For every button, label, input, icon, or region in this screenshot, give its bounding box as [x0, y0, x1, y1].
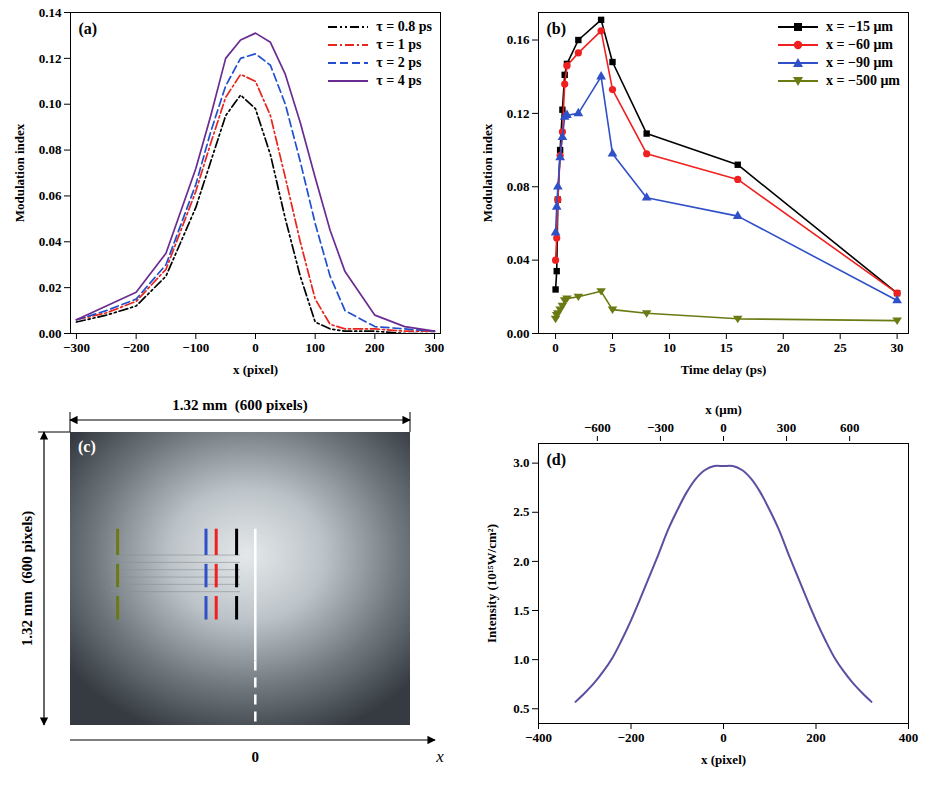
svg-text:0.04: 0.04	[507, 252, 530, 267]
html-text:x = −15 μm: x = −15 μm	[825, 19, 893, 34]
svg-text:400: 400	[899, 730, 919, 745]
svg-text:25: 25	[834, 340, 848, 355]
svg-text:−200: −200	[618, 730, 645, 745]
svg-text:30: 30	[891, 340, 904, 355]
svg-text:10: 10	[663, 340, 676, 355]
svg-text:−200: −200	[123, 340, 150, 355]
svg-text:0: 0	[552, 340, 559, 355]
svg-text:1.32 mm (600 pixels): 1.32 mm (600 pixels)	[19, 511, 36, 646]
svg-text:(a): (a)	[79, 20, 98, 38]
svg-text:5: 5	[609, 340, 616, 355]
svg-text:Time delay (ps): Time delay (ps)	[681, 362, 767, 377]
svg-text:−100: −100	[182, 340, 209, 355]
svg-text:3.0: 3.0	[513, 455, 529, 470]
svg-text:1.5: 1.5	[513, 603, 530, 618]
svg-text:100: 100	[305, 340, 325, 355]
svg-text:15: 15	[720, 340, 734, 355]
svg-text:200: 200	[365, 340, 385, 355]
svg-text:0: 0	[252, 749, 260, 765]
svg-text:0.16: 0.16	[507, 32, 530, 47]
html-text:x = −90 μm: x = −90 μm	[825, 55, 893, 70]
svg-text:0.08: 0.08	[507, 179, 530, 194]
svg-text:2.5: 2.5	[513, 504, 530, 519]
svg-text:0.12: 0.12	[507, 106, 530, 121]
svg-text:200: 200	[806, 730, 826, 745]
svg-text:Modulation index: Modulation index	[12, 123, 27, 222]
svg-text:0.00: 0.00	[39, 326, 62, 341]
svg-text:0.08: 0.08	[39, 142, 62, 157]
svg-text:0.5: 0.5	[513, 701, 530, 716]
svg-text:0.06: 0.06	[39, 188, 62, 203]
svg-text:0.10: 0.10	[39, 96, 62, 111]
svg-text:0.04: 0.04	[39, 234, 62, 249]
svg-text:−300: −300	[63, 340, 90, 355]
svg-text:−400: −400	[525, 730, 552, 745]
svg-text:x (pixel): x (pixel)	[701, 752, 746, 767]
svg-text:Modulation index: Modulation index	[480, 123, 495, 222]
svg-text:0.02: 0.02	[39, 280, 62, 295]
svg-text:−300: −300	[647, 420, 674, 435]
svg-text:0.14: 0.14	[39, 5, 62, 20]
html-text:x = −500 μm: x = −500 μm	[825, 73, 900, 88]
html-text:τ = 4 ps: τ = 4 ps	[376, 73, 422, 88]
svg-text:2.0: 2.0	[513, 554, 529, 569]
svg-text:x (μm): x (μm)	[705, 402, 742, 417]
html-text:τ = 1 ps: τ = 1 ps	[376, 37, 422, 52]
svg-text:1.0: 1.0	[513, 652, 529, 667]
svg-text:(c): (c)	[78, 438, 96, 456]
svg-text:(b): (b)	[547, 20, 567, 38]
svg-text:Intensity (10¹⁵W/cm²): Intensity (10¹⁵W/cm²)	[484, 524, 499, 643]
svg-text:x (pixel): x (pixel)	[233, 362, 278, 377]
html-text:τ = 0.8 ps: τ = 0.8 ps	[376, 19, 432, 34]
svg-text:0: 0	[720, 420, 727, 435]
svg-text:−600: −600	[584, 420, 611, 435]
html-text:x = −60 μm: x = −60 μm	[825, 37, 893, 52]
svg-text:0.12: 0.12	[39, 51, 62, 66]
svg-text:600: 600	[840, 420, 860, 435]
svg-text:0: 0	[720, 730, 727, 745]
svg-text:20: 20	[777, 340, 790, 355]
svg-text:(d): (d)	[547, 451, 567, 469]
svg-text:0.00: 0.00	[507, 326, 530, 341]
svg-text:0: 0	[252, 340, 259, 355]
svg-text:x: x	[435, 747, 444, 766]
html-text:τ = 2 ps: τ = 2 ps	[376, 55, 422, 70]
svg-text:300: 300	[777, 420, 797, 435]
svg-text:1.32 mm (600 pixels): 1.32 mm (600 pixels)	[172, 397, 307, 414]
svg-text:300: 300	[425, 340, 445, 355]
